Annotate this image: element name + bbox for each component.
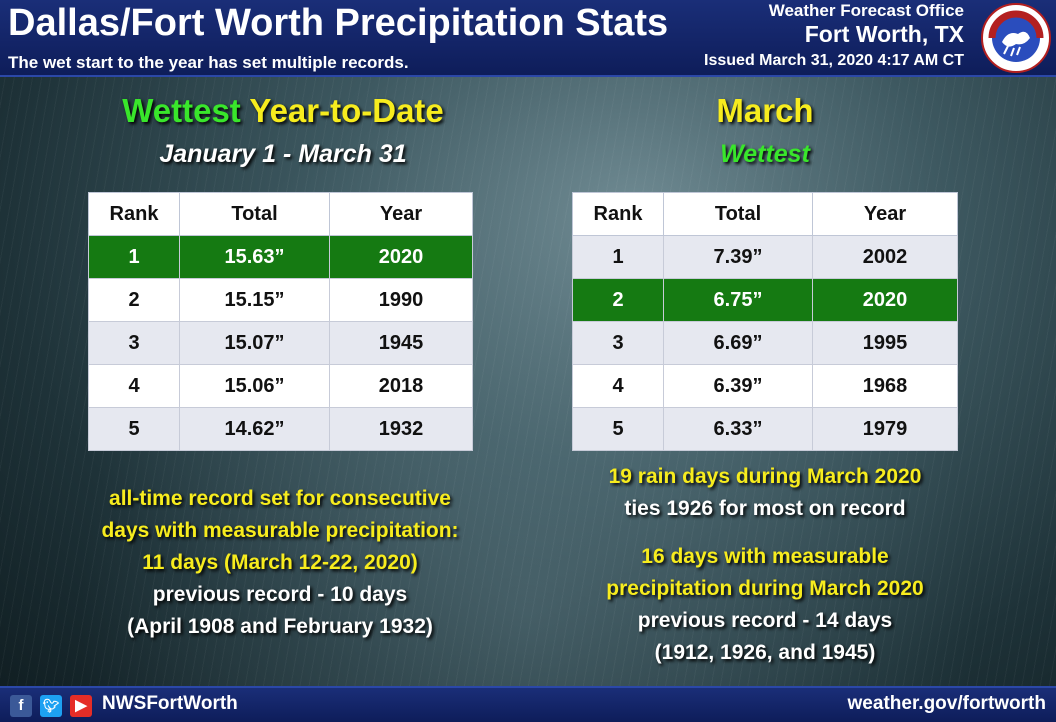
note-line: (April 1908 and February 1932)	[127, 615, 433, 638]
col-header-rank: Rank	[572, 192, 664, 236]
total-cell: 15.63”	[179, 235, 330, 279]
left-title-wettest: Wettest	[122, 92, 241, 129]
total-cell: 6.75”	[663, 278, 813, 322]
measurable-days-note: 16 days with measurable precipitation du…	[560, 541, 970, 669]
left-section-title: Wettest Year-to-Date	[88, 92, 478, 130]
year-cell: 2002	[812, 235, 958, 279]
rank-cell: 2	[572, 278, 664, 322]
table-row: 5 14.62” 1932	[88, 407, 473, 451]
table-row: 4 6.39” 1968	[572, 364, 958, 408]
footer-bar: f 🐦︎ ▶ NWSFortWorth weather.gov/fortwort…	[0, 686, 1056, 722]
note-line: days with measurable precipitation:	[101, 519, 459, 542]
col-header-total: Total	[179, 192, 330, 236]
note-line: 19 rain days during March 2020	[608, 465, 922, 488]
rank-cell: 2	[88, 278, 180, 322]
rank-cell: 1	[88, 235, 180, 279]
note-line: (1912, 1926, and 1945)	[654, 641, 876, 664]
total-cell: 6.33”	[663, 407, 813, 451]
table-row: 1 7.39” 2002	[572, 235, 958, 279]
rank-cell: 4	[88, 364, 180, 408]
year-cell: 1932	[329, 407, 473, 451]
ytd-rank-table: Rank Total Year 1 15.63” 2020 2 15.15” 1990 …	[88, 192, 473, 451]
note-line: previous record - 14 days	[637, 609, 893, 632]
issued-time: Issued March 31, 2020 4:17 AM CT	[704, 52, 964, 69]
note-line: 11 days (March 12-22, 2020)	[142, 551, 418, 574]
consecutive-days-note: all-time record set for consecutive days…	[40, 483, 520, 643]
total-cell: 6.39”	[663, 364, 813, 408]
rank-cell: 4	[572, 364, 664, 408]
col-header-total: Total	[663, 192, 813, 236]
page-subtitle: The wet start to the year has set multip…	[8, 53, 409, 72]
right-section-subtitle: Wettest	[720, 140, 810, 168]
office-city: Fort Worth, TX	[804, 21, 964, 47]
total-cell: 7.39”	[663, 235, 813, 279]
year-cell: 2020	[812, 278, 958, 322]
table-row: 5 6.33” 1979	[572, 407, 958, 451]
youtube-icon[interactable]: ▶	[70, 695, 92, 717]
website-link[interactable]: weather.gov/fortworth	[847, 693, 1046, 714]
year-cell: 2020	[329, 235, 473, 279]
year-cell: 1995	[812, 321, 958, 365]
total-cell: 14.62”	[179, 407, 330, 451]
note-line: precipitation during March 2020	[606, 577, 924, 600]
table-row: 4 15.06” 2018	[88, 364, 473, 408]
total-cell: 15.06”	[179, 364, 330, 408]
rank-cell: 1	[572, 235, 664, 279]
table-row: 1 15.63” 2020	[88, 235, 473, 279]
total-cell: 15.07”	[179, 321, 330, 365]
right-section-title: March	[716, 92, 814, 129]
year-cell: 1979	[812, 407, 958, 451]
table-row: 3 15.07” 1945	[88, 321, 473, 365]
note-line: ties 1926 for most on record	[624, 497, 906, 520]
year-cell: 1968	[812, 364, 958, 408]
rank-cell: 5	[88, 407, 180, 451]
col-header-rank: Rank	[88, 192, 180, 236]
note-line: all-time record set for consecutive	[109, 487, 451, 510]
col-header-year: Year	[812, 192, 958, 236]
table-row: 3 6.69” 1995	[572, 321, 958, 365]
header-bar: Dallas/Fort Worth Precipitation Stats Th…	[0, 0, 1056, 77]
year-cell: 1945	[329, 321, 473, 365]
note-line: previous record - 10 days	[152, 583, 408, 606]
page-title: Dallas/Fort Worth Precipitation Stats	[8, 2, 669, 44]
facebook-icon[interactable]: f	[10, 695, 32, 717]
left-date-range: January 1 - March 31	[159, 140, 407, 168]
note-line: 16 days with measurable	[641, 545, 889, 568]
rank-cell: 3	[572, 321, 664, 365]
nws-logo-icon	[981, 3, 1051, 73]
twitter-icon[interactable]: 🐦︎	[40, 695, 62, 717]
table-row: 2 6.75” 2020	[572, 278, 958, 322]
col-header-year: Year	[329, 192, 473, 236]
table-row: 2 15.15” 1990	[88, 278, 473, 322]
total-cell: 15.15”	[179, 278, 330, 322]
office-name: Weather Forecast Office	[768, 1, 964, 20]
rank-cell: 5	[572, 407, 664, 451]
left-title-ytd: Year-to-Date	[249, 92, 444, 129]
rank-cell: 3	[88, 321, 180, 365]
rain-days-note: 19 rain days during March 2020 ties 1926…	[560, 461, 970, 525]
year-cell: 2018	[329, 364, 473, 408]
year-cell: 1990	[329, 278, 473, 322]
social-handle[interactable]: NWSFortWorth	[102, 693, 238, 714]
total-cell: 6.69”	[663, 321, 813, 365]
